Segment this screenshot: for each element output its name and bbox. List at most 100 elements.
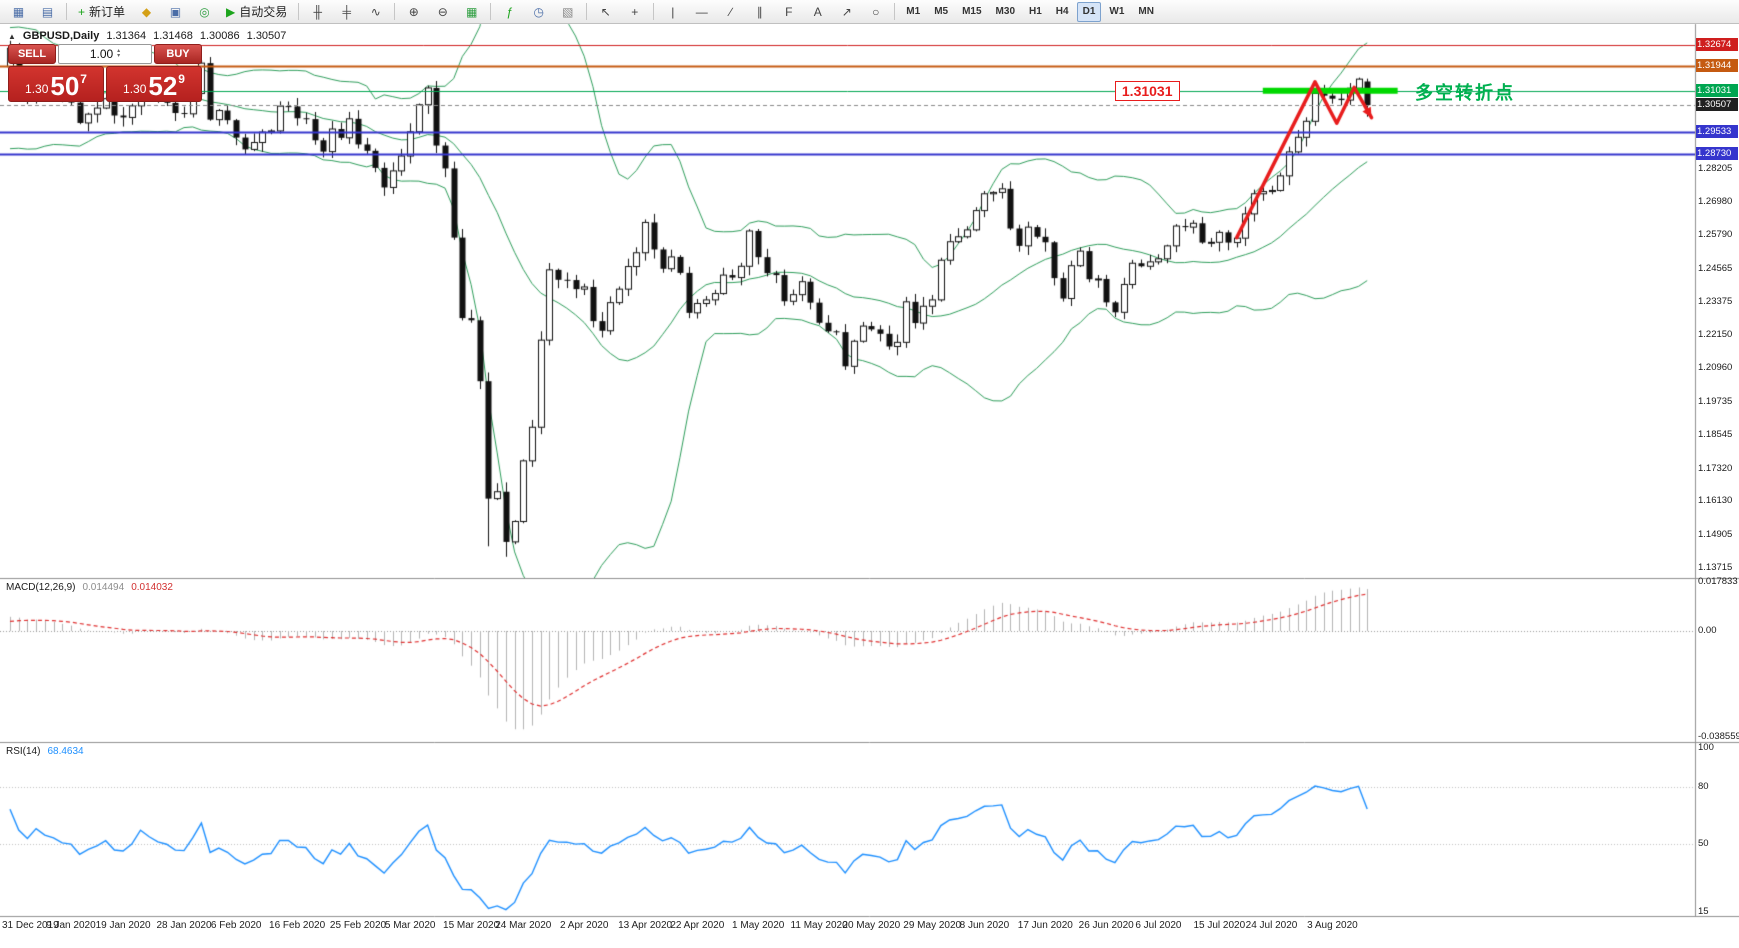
line-mode-button[interactable]: ∿ xyxy=(361,1,390,23)
date-axis-label: 6 Feb 2020 xyxy=(210,920,262,931)
macd-axis-label: 0.017833 xyxy=(1698,575,1738,587)
ohlc-open: 1.31364 xyxy=(106,30,147,42)
sell-price-display[interactable]: 1.30 50 7 xyxy=(8,66,104,102)
date-axis-label: 2 Apr 2020 xyxy=(560,920,609,931)
date-axis-label: 26 Jun 2020 xyxy=(1078,920,1134,931)
bars-mode-icon: ╫ xyxy=(313,4,323,19)
new-chart-button[interactable]: ▦ xyxy=(4,1,33,23)
shapes-icon: ○ xyxy=(872,4,880,19)
arrow-tool-button[interactable]: ↗ xyxy=(832,1,861,23)
timeframe-m15-button[interactable]: M15 xyxy=(962,6,982,17)
date-axis-label: 19 Jan 2020 xyxy=(95,920,151,931)
timeframe-h1-button[interactable]: H1 xyxy=(1029,6,1042,17)
indicators-icon: ƒ xyxy=(506,4,514,19)
new-order-button[interactable]: + 新订单 xyxy=(71,1,132,23)
navigator-icon: ◎ xyxy=(199,4,210,19)
macd-title: MACD(12,26,9) xyxy=(6,582,76,593)
buy-price-big: 52 xyxy=(148,71,178,101)
price-axis-badge: 1.31944 xyxy=(1696,58,1738,72)
price-axis-label: 1.16130 xyxy=(1698,495,1733,507)
text-label-icon: A xyxy=(813,4,822,19)
cursor-button[interactable]: ↖ xyxy=(591,1,620,23)
timeframe-m5-button[interactable]: M5 xyxy=(934,6,949,17)
shapes-button[interactable]: ○ xyxy=(861,1,890,23)
price-axis-badge: 1.28730 xyxy=(1696,147,1738,161)
trendline-icon: ∕ xyxy=(729,4,732,19)
navigator-button[interactable]: ◎ xyxy=(190,1,219,23)
price-axis-label: 1.13715 xyxy=(1698,561,1733,573)
buy-price-sup: 9 xyxy=(178,72,185,86)
timeframe-m1-button[interactable]: M1 xyxy=(906,6,921,17)
tile-windows-button[interactable]: ▦ xyxy=(457,1,486,23)
price-axis-label: 1.14905 xyxy=(1698,529,1733,541)
fibonacci-button[interactable]: F xyxy=(774,1,803,23)
toolbar-separator xyxy=(586,3,588,20)
channel-button[interactable]: ∥ xyxy=(745,1,774,23)
timeframe-mn-button[interactable]: MN xyxy=(1138,6,1154,17)
date-axis-label: 11 May 2020 xyxy=(790,920,848,931)
lot-spinner[interactable]: ▴ ▾ xyxy=(117,48,121,59)
crosshair-button[interactable]: + xyxy=(620,1,649,23)
date-axis-label: 5 Mar 2020 xyxy=(384,920,436,931)
text-label-button[interactable]: A xyxy=(803,1,832,23)
market-watch-icon: ◆ xyxy=(141,4,152,19)
timeframe-w1-button[interactable]: W1 xyxy=(1109,6,1125,17)
bars-mode-button[interactable]: ╫ xyxy=(303,1,332,23)
cursor-icon: ↖ xyxy=(600,4,611,19)
price-annotation: 1.31031 xyxy=(1114,80,1180,101)
price-axis-label: 1.23375 xyxy=(1698,295,1733,307)
tile-windows-icon: ▦ xyxy=(466,4,478,19)
macd-signal-value: 0.014032 xyxy=(131,582,173,593)
fibonacci-icon: F xyxy=(785,4,793,19)
buy-button[interactable]: BUY xyxy=(154,44,202,64)
date-axis-label: 3 Aug 2020 xyxy=(1307,920,1358,931)
sell-price-big: 50 xyxy=(50,71,80,101)
date-axis-label: 31 Dec 2019 xyxy=(2,920,59,931)
price-axis-badge: 1.31031 xyxy=(1696,83,1738,97)
vertical-line-button[interactable]: | xyxy=(658,1,687,23)
buy-price-display[interactable]: 1.30 52 9 xyxy=(106,66,202,102)
toolbar-separator xyxy=(894,3,896,20)
profiles-button[interactable]: ▤ xyxy=(33,1,62,23)
date-axis-label: 6 Jul 2020 xyxy=(1135,920,1182,931)
new-order-icon: + xyxy=(78,4,86,19)
periods-button[interactable]: ◷ xyxy=(524,1,553,23)
macd-pane-label: MACD(12,26,9) 0.014494 0.014032 xyxy=(6,582,173,593)
timeframe-d1-button[interactable]: D1 xyxy=(1076,1,1102,22)
price-axis-badge: 1.32674 xyxy=(1696,38,1738,52)
macd-axis-label: 0.00 xyxy=(1698,625,1717,637)
date-axis-label: 24 Mar 2020 xyxy=(495,920,552,931)
date-axis-label: 24 Jul 2020 xyxy=(1245,920,1298,931)
market-watch-button[interactable]: ◆ xyxy=(132,1,161,23)
timeframe-h4-button[interactable]: H4 xyxy=(1055,6,1069,17)
sell-button[interactable]: SELL xyxy=(8,44,56,64)
zoom-out-icon: ⊖ xyxy=(437,4,448,19)
toolbar-separator xyxy=(490,3,492,20)
price-axis-label: 1.17320 xyxy=(1698,462,1733,474)
lot-size-input[interactable]: 1.00 ▴ ▾ xyxy=(58,44,152,64)
toolbar-separator xyxy=(394,3,396,20)
vertical-line-icon: | xyxy=(671,4,675,19)
zoom-out-button[interactable]: ⊖ xyxy=(428,1,457,23)
rsi-pane-label: RSI(14) 68.4634 xyxy=(6,746,84,757)
main-toolbar: ▦ ▤ + 新订单 ◆ ▣ ◎ ▶ 自动交易 ╫ ╪ ∿ ⊕ ⊖ ▦ ƒ ◷ ▧ ↖ + | — ∕ ∥ F A ↗ ○ M1 M5 M15… xyxy=(0,0,1739,24)
auto-trading-button[interactable]: ▶ 自动交易 xyxy=(219,1,294,23)
rsi-title: RSI(14) xyxy=(6,746,41,757)
indicators-button[interactable]: ƒ xyxy=(495,1,524,23)
ohlc-close: 1.30507 xyxy=(246,30,287,42)
horizontal-line-icon: — xyxy=(695,4,708,19)
profiles-icon: ▤ xyxy=(41,4,54,19)
timeframe-m30-button[interactable]: M30 xyxy=(995,6,1015,17)
horizontal-line-button[interactable]: — xyxy=(687,1,716,23)
price-axis-label: 1.26980 xyxy=(1698,196,1733,208)
price-axis-label: 1.18545 xyxy=(1698,428,1733,440)
data-window-button[interactable]: ▣ xyxy=(161,1,190,23)
date-axis-label: 25 Feb 2020 xyxy=(329,920,387,931)
candles-mode-button[interactable]: ╪ xyxy=(332,1,361,23)
toolbar-separator xyxy=(298,3,300,20)
templates-button[interactable]: ▧ xyxy=(553,1,582,23)
zoom-in-button[interactable]: ⊕ xyxy=(399,1,428,23)
trendline-button[interactable]: ∕ xyxy=(716,1,745,23)
